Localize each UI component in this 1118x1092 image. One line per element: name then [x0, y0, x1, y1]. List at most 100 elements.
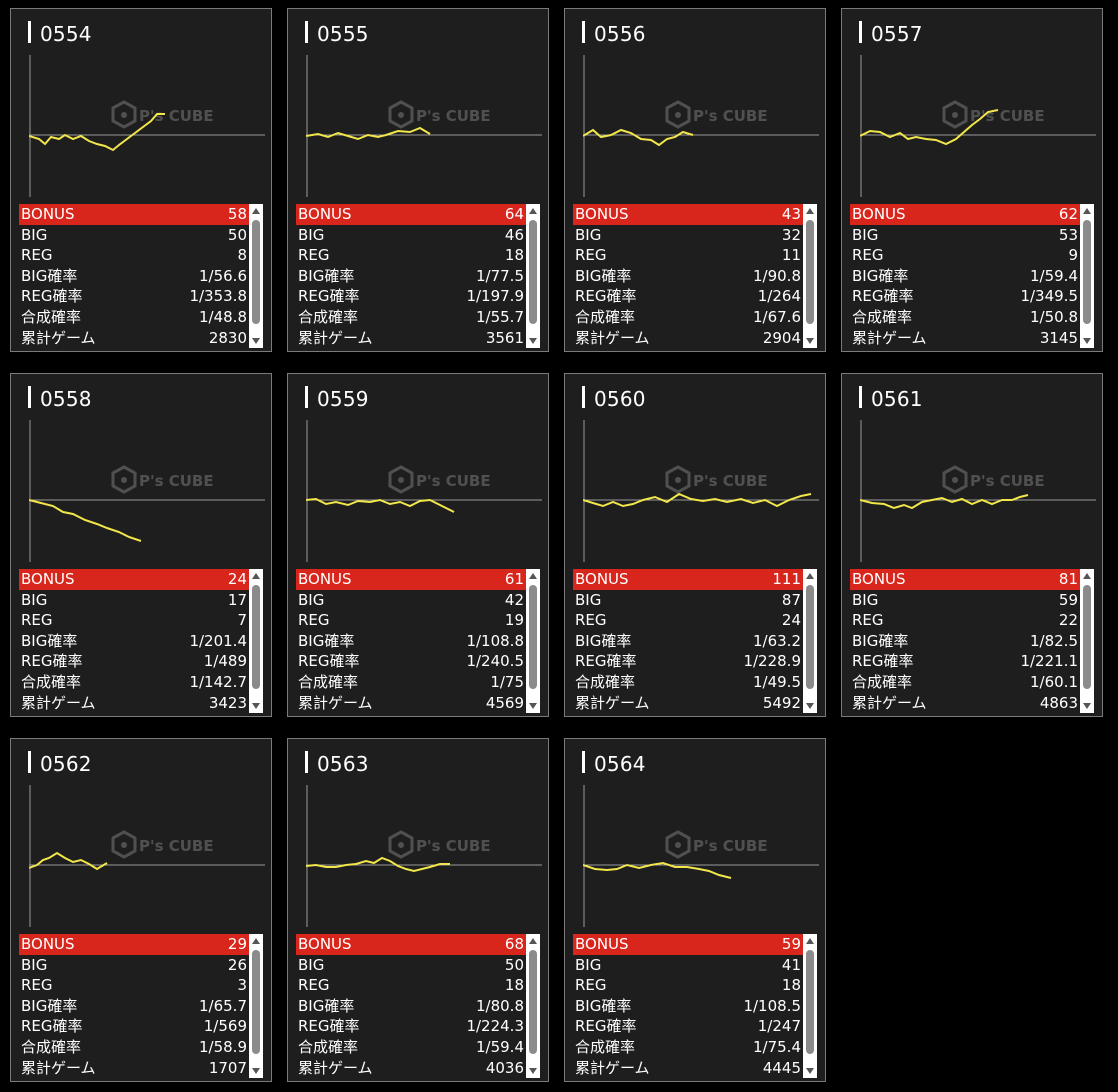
scroll-down-icon[interactable]	[252, 338, 260, 344]
stat-value: 11	[781, 246, 801, 265]
scroll-up-icon[interactable]	[806, 938, 814, 944]
stats-scrollbar[interactable]	[249, 934, 263, 1078]
stat-label: REG	[852, 611, 884, 630]
scroll-thumb[interactable]	[806, 585, 814, 689]
stats-scrollbar[interactable]	[1080, 569, 1094, 713]
scroll-up-icon[interactable]	[529, 938, 537, 944]
machine-number: 0563	[317, 752, 369, 776]
scroll-thumb[interactable]	[252, 585, 260, 689]
watermark-text: P's CUBE	[693, 472, 768, 490]
stats-scrollbar[interactable]	[249, 204, 263, 348]
stats-scrollbar[interactable]	[803, 204, 817, 348]
scroll-up-icon[interactable]	[252, 938, 260, 944]
machine-card[interactable]: 0559 P's CUBE BONUS 61 BIG 42 REG 19 BIG確率 1/108.…	[287, 373, 549, 717]
stats-table: BONUS 62 BIG 53 REG 9 BIG確率 1/59.4 REG確率 1/349.5 合…	[850, 204, 1080, 348]
stats-scrollbar[interactable]	[526, 204, 540, 348]
scroll-thumb[interactable]	[1083, 220, 1091, 324]
bonus-row: BONUS 61	[296, 569, 526, 590]
scroll-thumb[interactable]	[252, 950, 260, 1054]
machine-card[interactable]: 0561 P's CUBE BONUS 81 BIG 59 REG 22 BIG確率 1/82.5…	[841, 373, 1103, 717]
stats-scrollbar[interactable]	[1080, 204, 1094, 348]
scroll-thumb[interactable]	[529, 585, 537, 689]
watermark-logo: P's CUBE	[665, 830, 768, 859]
big-rate-row: BIG確率 1/63.2	[573, 631, 803, 652]
scroll-up-icon[interactable]	[252, 573, 260, 579]
title-accent-bar	[859, 386, 862, 408]
scroll-thumb[interactable]	[529, 950, 537, 1054]
machine-card[interactable]: 0563 P's CUBE BONUS 68 BIG 50 REG 18 BIG確率 1/80.8…	[287, 738, 549, 1082]
slump-graph: P's CUBE	[306, 420, 542, 562]
scroll-up-icon[interactable]	[806, 573, 814, 579]
big-row: BIG 50	[296, 955, 526, 976]
stat-label: REG確率	[298, 287, 360, 306]
machine-card[interactable]: 0564 P's CUBE BONUS 59 BIG 41 REG 18 BIG確率 1/108.…	[564, 738, 826, 1082]
title-accent-bar	[305, 386, 308, 408]
stats-scrollbar[interactable]	[803, 934, 817, 1078]
scroll-thumb[interactable]	[252, 220, 260, 324]
scroll-down-icon[interactable]	[1083, 703, 1091, 709]
scroll-down-icon[interactable]	[529, 1068, 537, 1074]
stat-label: BIG	[298, 590, 325, 609]
stat-value: 1/228.9	[743, 652, 801, 671]
graph-line	[583, 128, 694, 147]
scroll-thumb[interactable]	[1083, 585, 1091, 689]
stats-scrollbar[interactable]	[803, 569, 817, 713]
reg-row: REG 18	[573, 975, 803, 996]
scroll-down-icon[interactable]	[252, 703, 260, 709]
stats-table: BONUS 61 BIG 42 REG 19 BIG確率 1/108.8 REG確率 1/240.…	[296, 569, 526, 713]
scroll-up-icon[interactable]	[529, 208, 537, 214]
combined-rate-row: 合成確率 1/49.5	[573, 672, 803, 693]
stat-label: REG	[21, 611, 53, 630]
stat-label: 合成確率	[298, 672, 359, 691]
scroll-down-icon[interactable]	[529, 338, 537, 344]
bonus-row: BONUS 29	[19, 934, 249, 955]
stat-label: 合成確率	[575, 672, 636, 691]
scroll-up-icon[interactable]	[806, 208, 814, 214]
total-games-row: 累計ゲーム 2904	[573, 328, 803, 349]
scroll-down-icon[interactable]	[252, 1068, 260, 1074]
scroll-thumb[interactable]	[806, 220, 814, 324]
scroll-thumb[interactable]	[529, 220, 537, 324]
stat-value: 3	[237, 976, 247, 995]
scroll-up-icon[interactable]	[1083, 208, 1091, 214]
machine-card[interactable]: 0558 P's CUBE BONUS 24 BIG 17 REG 7 BIG確率 1/201.4…	[10, 373, 272, 717]
title-accent-bar	[305, 751, 308, 773]
big-rate-row: BIG確率 1/59.4	[850, 266, 1080, 287]
stat-value: 2904	[762, 328, 801, 347]
reg-rate-row: REG確率 1/264	[573, 286, 803, 307]
scroll-thumb[interactable]	[806, 950, 814, 1054]
machine-card[interactable]: 0556 P's CUBE BONUS 43 BIG 32 REG 11 BIG確率 1/90.8…	[564, 8, 826, 352]
stat-value: 1/197.9	[466, 287, 524, 306]
stat-value: 3145	[1039, 328, 1078, 347]
machine-card[interactable]: 0560 P's CUBE BONUS 111 BIG 87 REG 24 BIG確率 1/63.…	[564, 373, 826, 717]
graph-line	[306, 856, 450, 873]
machine-card[interactable]: 0557 P's CUBE BONUS 62 BIG 53 REG 9 BIG確率 1/59.4 R…	[841, 8, 1103, 352]
scroll-up-icon[interactable]	[1083, 573, 1091, 579]
reg-rate-row: REG確率 1/221.1	[850, 651, 1080, 672]
scroll-down-icon[interactable]	[806, 338, 814, 344]
stat-label: BIG確率	[575, 631, 632, 650]
scroll-down-icon[interactable]	[806, 703, 814, 709]
stat-label: BIG	[21, 590, 48, 609]
stat-value: 1/108.5	[743, 996, 801, 1015]
stat-label: BIG	[298, 225, 325, 244]
reg-row: REG 18	[296, 245, 526, 266]
big-rate-row: BIG確率 1/77.5	[296, 266, 526, 287]
stats-scrollbar[interactable]	[526, 934, 540, 1078]
big-row: BIG 87	[573, 590, 803, 611]
machine-card[interactable]: 0562 P's CUBE BONUS 29 BIG 26 REG 3 BIG確率 1/65.7 R…	[10, 738, 272, 1082]
scroll-down-icon[interactable]	[1083, 338, 1091, 344]
scroll-down-icon[interactable]	[806, 1068, 814, 1074]
stat-value: 50	[504, 955, 524, 974]
big-rate-row: BIG確率 1/80.8	[296, 996, 526, 1017]
stat-value: 1/264	[757, 287, 801, 306]
stats-scrollbar[interactable]	[249, 569, 263, 713]
scroll-down-icon[interactable]	[529, 703, 537, 709]
scroll-up-icon[interactable]	[529, 573, 537, 579]
scroll-up-icon[interactable]	[252, 208, 260, 214]
big-rate-row: BIG確率 1/201.4	[19, 631, 249, 652]
stat-label: BIG確率	[298, 266, 355, 285]
machine-card[interactable]: 0555 P's CUBE BONUS 64 BIG 46 REG 18 BIG確率 1/77.5…	[287, 8, 549, 352]
machine-card[interactable]: 0554 P's CUBE BONUS 58 BIG 50 REG 8 BIG確率 1/56.6 R…	[10, 8, 272, 352]
stats-scrollbar[interactable]	[526, 569, 540, 713]
